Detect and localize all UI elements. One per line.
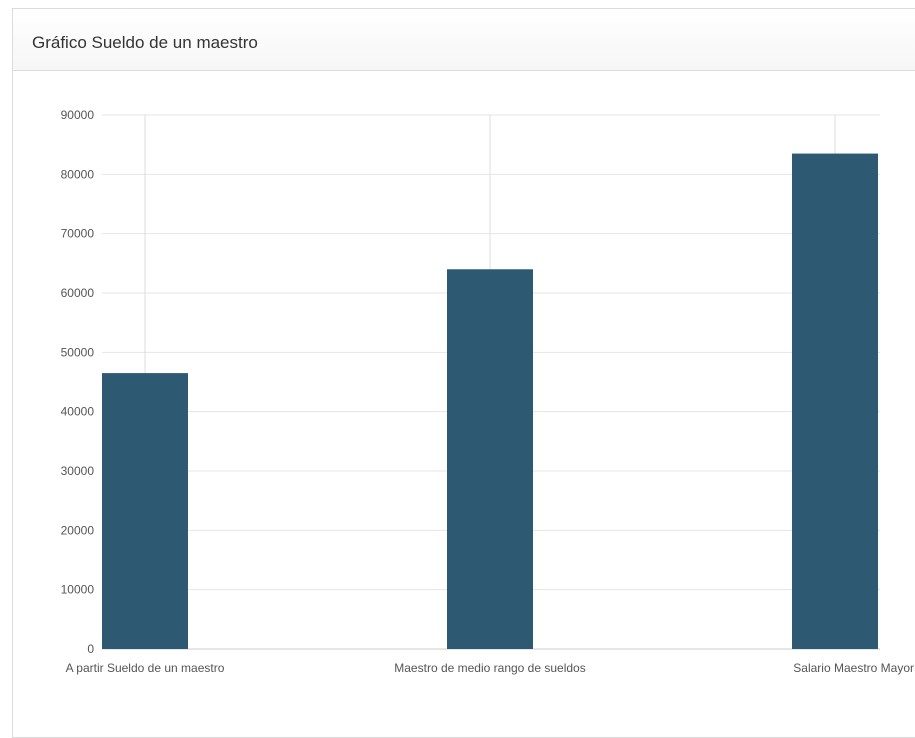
x-tick-label: A partir Sueldo de un maestro	[66, 661, 225, 675]
y-tick-label: 0	[87, 642, 94, 656]
bar[interactable]	[792, 153, 878, 650]
bar[interactable]	[102, 373, 188, 649]
x-axis-tick-labels: A partir Sueldo de un maestro Maestro de …	[66, 661, 914, 675]
y-tick-label: 50000	[61, 345, 95, 359]
y-tick-label: 90000	[61, 108, 95, 122]
y-tick-label: 20000	[61, 523, 95, 537]
y-tick-label: 60000	[61, 286, 95, 300]
y-tick-label: 10000	[61, 583, 95, 597]
panel-title: Gráfico Sueldo de un maestro	[32, 32, 258, 52]
y-axis-tick-labels: 0 10000 20000 30000 40000 50000 60000 70000 8000…	[61, 108, 95, 656]
y-tick-label: 80000	[61, 167, 95, 181]
x-tick-label: Salario Maestro Mayor	[793, 661, 914, 675]
bar[interactable]	[447, 269, 533, 649]
bar-chart: 0 10000 20000 30000 40000 50000 60000 70000 8000…	[61, 108, 914, 675]
y-tick-label: 40000	[61, 405, 95, 419]
panel-header: Gráfico Sueldo de un maestro	[13, 9, 915, 71]
y-tick-label: 30000	[61, 464, 95, 478]
bars	[102, 153, 878, 650]
x-tick-label: Maestro de medio rango de sueldos	[394, 661, 585, 675]
y-tick-label: 70000	[61, 227, 95, 241]
